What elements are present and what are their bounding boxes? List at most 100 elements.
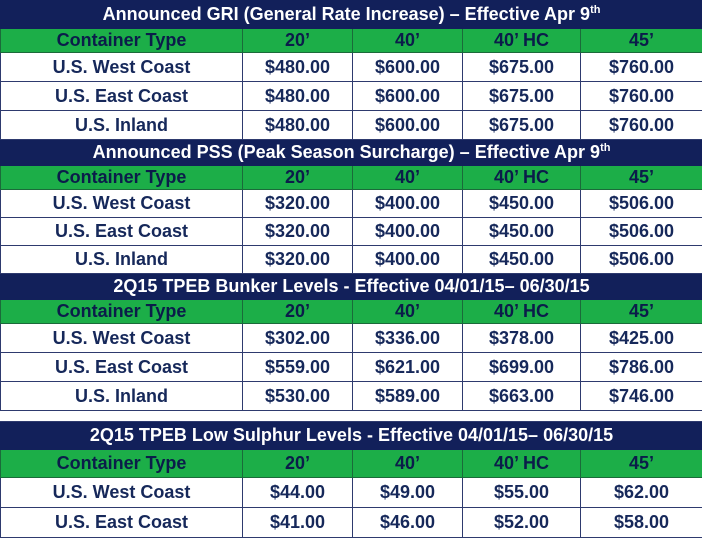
section-title-row: Announced GRI (General Rate Increase) – … [0,0,702,29]
header-cell: Container Type [0,299,243,324]
row-label: U.S. West Coast [0,323,243,353]
rate-cell: $480.00 [242,110,353,140]
rate-cell: $480.00 [242,81,353,111]
header-cell: 20’ [242,299,353,324]
rate-cell: $621.00 [352,352,463,382]
header-cell: 20’ [242,28,353,53]
rate-cell: $786.00 [579,352,702,382]
rate-cell: $44.00 [242,477,353,508]
section-title-row: 2Q15 TPEB Bunker Levels - Effective 04/0… [0,273,702,300]
rate-cell: $52.00 [462,507,581,538]
rate-cell: $675.00 [462,81,581,111]
table-row: U.S. East Coast $320.00 $400.00 $450.00 … [0,217,702,246]
rate-cell: $450.00 [462,189,581,218]
rate-cell: $336.00 [352,323,463,353]
header-cell: 20’ [242,165,353,190]
header-cell: 20’ [242,449,353,478]
rate-cell: $378.00 [462,323,581,353]
table-row: U.S. Inland $530.00 $589.00 $663.00 $746… [0,381,702,411]
row-label: U.S. West Coast [0,477,243,508]
row-label: U.S. Inland [0,245,243,274]
rate-cell: $480.00 [242,52,353,82]
header-cell: 40’ [352,28,463,53]
rate-cell: $320.00 [242,245,353,274]
rate-cell: $675.00 [462,52,581,82]
row-label: U.S. East Coast [0,507,243,538]
rate-cell: $746.00 [579,381,702,411]
rate-cell: $559.00 [242,352,353,382]
rate-cell: $62.00 [579,477,702,508]
header-row: Container Type 20’ 40’ 40’ HC 45’ [0,299,702,324]
rate-cell: $760.00 [579,52,702,82]
section-title-row: Announced PSS (Peak Season Surcharge) – … [0,139,702,166]
rate-cell: $675.00 [462,110,581,140]
rate-cell: $55.00 [462,477,581,508]
header-cell: 40’ [352,449,463,478]
section-title-row: 2Q15 TPEB Low Sulphur Levels - Effective… [0,421,702,450]
section-title: 2Q15 TPEB Low Sulphur Levels - Effective… [0,421,702,450]
rate-cell: $41.00 [242,507,353,538]
header-cell: 45’ [579,165,702,190]
row-label: U.S. West Coast [0,189,243,218]
table-row: U.S. West Coast $44.00 $49.00 $55.00 $62… [0,477,702,508]
rate-cell: $506.00 [579,245,702,274]
row-label: U.S. East Coast [0,352,243,382]
rate-cell: $699.00 [462,352,581,382]
section-spacer [0,410,702,422]
header-row: Container Type 20’ 40’ 40’ HC 45’ [0,449,702,478]
header-cell: Container Type [0,449,243,478]
table-row: U.S. East Coast $41.00 $46.00 $52.00 $58… [0,507,702,538]
row-label: U.S. West Coast [0,52,243,82]
header-cell: 40’ [352,165,463,190]
row-label: U.S. Inland [0,110,243,140]
table-row: U.S. West Coast $480.00 $600.00 $675.00 … [0,52,702,82]
rate-cell: $589.00 [352,381,463,411]
header-row: Container Type 20’ 40’ 40’ HC 45’ [0,28,702,53]
header-cell: 45’ [579,28,702,53]
rate-cell: $320.00 [242,189,353,218]
header-cell: 45’ [579,449,702,478]
rate-cell: $425.00 [579,323,702,353]
header-cell: 40’ HC [462,165,581,190]
rate-cell: $400.00 [352,189,463,218]
table-row: U.S. Inland $480.00 $600.00 $675.00 $760… [0,110,702,140]
rate-cell: $663.00 [462,381,581,411]
rate-cell: $760.00 [579,110,702,140]
rate-cell: $600.00 [352,52,463,82]
rate-cell: $46.00 [352,507,463,538]
header-cell: 40’ HC [462,299,581,324]
header-cell: 40’ HC [462,28,581,53]
rate-cell: $760.00 [579,81,702,111]
rate-cell: $600.00 [352,81,463,111]
header-cell: 40’ HC [462,449,581,478]
row-label: U.S. East Coast [0,81,243,111]
rate-cell: $506.00 [579,217,702,246]
section-title: 2Q15 TPEB Bunker Levels - Effective 04/0… [0,273,702,300]
header-cell: 40’ [352,299,463,324]
row-label: U.S. East Coast [0,217,243,246]
rate-cell: $450.00 [462,245,581,274]
rate-cell: $49.00 [352,477,463,508]
row-label: U.S. Inland [0,381,243,411]
table-row: U.S. West Coast $320.00 $400.00 $450.00 … [0,189,702,218]
rate-cell: $302.00 [242,323,353,353]
rate-cell: $400.00 [352,217,463,246]
rate-cell: $506.00 [579,189,702,218]
table-row: U.S. West Coast $302.00 $336.00 $378.00 … [0,323,702,353]
rate-cell: $600.00 [352,110,463,140]
header-cell: Container Type [0,28,243,53]
section-title: Announced GRI (General Rate Increase) – … [0,0,702,29]
rate-cell: $530.00 [242,381,353,411]
section-title: Announced PSS (Peak Season Surcharge) – … [0,139,702,166]
table-row: U.S. East Coast $480.00 $600.00 $675.00 … [0,81,702,111]
rate-cell: $320.00 [242,217,353,246]
header-cell: Container Type [0,165,243,190]
header-row: Container Type 20’ 40’ 40’ HC 45’ [0,165,702,190]
table-row: U.S. Inland $320.00 $400.00 $450.00 $506… [0,245,702,274]
rate-cell: $58.00 [579,507,702,538]
rate-cell: $450.00 [462,217,581,246]
table-row: U.S. East Coast $559.00 $621.00 $699.00 … [0,352,702,382]
rate-cell: $400.00 [352,245,463,274]
